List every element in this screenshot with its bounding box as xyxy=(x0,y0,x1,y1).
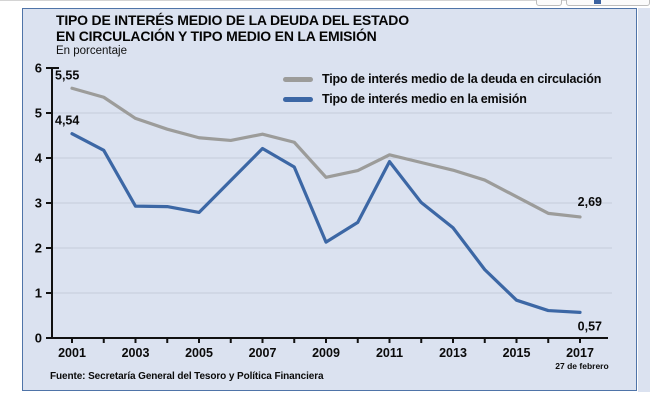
legend-label-emision: Tipo de interés medio en la emisión xyxy=(322,92,527,106)
legend-line-swatch-gray xyxy=(283,76,313,82)
series-line-circulacion xyxy=(70,86,582,219)
y-tick-label: 6 xyxy=(35,61,42,76)
chart-panel-edge xyxy=(638,8,650,392)
chart-title-line2: EN CIRCULACIÓN Y TIPO MEDIO EN LA EMISIÓ… xyxy=(56,28,377,44)
chart-panel xyxy=(22,8,637,391)
x-tick-label: 2003 xyxy=(122,346,150,360)
y-tick-label: 1 xyxy=(35,286,42,301)
browser-button-fragment[interactable] xyxy=(536,0,562,6)
chart-subtitle: En porcentaje xyxy=(56,45,127,57)
data-point-label: 0,57 xyxy=(578,319,602,333)
data-point-label: 4,54 xyxy=(55,114,79,128)
x-tick-label: 2013 xyxy=(439,346,467,360)
source-note: Fuente: Secretaría General del Tesoro y … xyxy=(50,371,324,382)
x-tick-label: 2005 xyxy=(185,346,213,360)
chart-title-line1: TIPO DE INTERÉS MEDIO DE LA DEUDA DEL ES… xyxy=(56,12,409,28)
y-tick-label: 5 xyxy=(35,106,42,121)
x-tick-label: 2017 xyxy=(566,346,594,360)
chart-legend: Tipo de interés medio de la deuda en cir… xyxy=(283,69,601,109)
data-point-label: 2,69 xyxy=(578,195,602,209)
series-line-emision xyxy=(70,132,582,314)
legend-label-circulacion: Tipo de interés medio de la deuda en cir… xyxy=(322,72,602,86)
y-tick-label: 4 xyxy=(35,151,43,166)
browser-button-accent-icon xyxy=(594,0,601,4)
x-tick-label: 2001 xyxy=(58,346,86,360)
y-tick-label: 3 xyxy=(35,196,42,211)
legend-line-swatch-blue xyxy=(283,96,313,102)
y-tick-label: 0 xyxy=(35,331,42,346)
legend-item-circulacion: Tipo de interés medio de la deuda en cir… xyxy=(283,69,601,89)
legend-item-emision: Tipo de interés medio en la emisión xyxy=(283,89,601,109)
x-tick-label: 2015 xyxy=(503,346,531,360)
chart-title: TIPO DE INTERÉS MEDIO DE LA DEUDA DEL ES… xyxy=(56,12,409,44)
x-axis-note: 27 de febrero xyxy=(555,361,608,371)
data-point-label: 5,55 xyxy=(55,68,79,82)
toolbar-divider xyxy=(0,0,650,1)
y-tick-label: 2 xyxy=(35,241,42,256)
x-tick-label: 2009 xyxy=(312,346,340,360)
x-tick-label: 2007 xyxy=(249,346,277,360)
x-tick-label: 2011 xyxy=(376,346,403,360)
